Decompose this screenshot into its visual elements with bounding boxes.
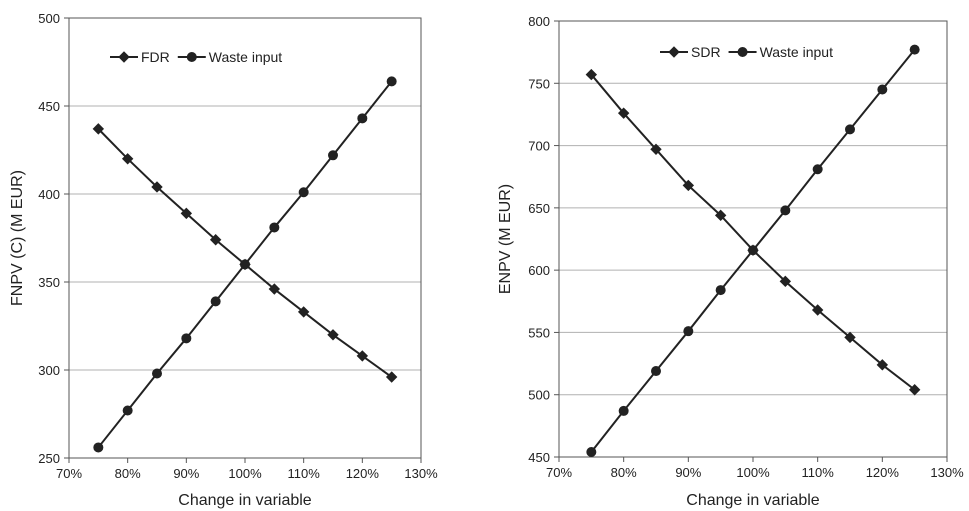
chart2-series-waste-input-point (618, 405, 629, 416)
chart2-y-tick-label: 450 (528, 450, 550, 465)
chart1-x-tick-label: 90% (173, 466, 199, 481)
chart2-y-tick-label: 650 (528, 201, 550, 216)
chart2-series-waste-input-point (877, 84, 888, 95)
chart2-legend-waste-input-label: Waste input (760, 44, 834, 60)
chart2-series-waste-input-point (845, 124, 855, 135)
chart1-series-waste-input-point (269, 222, 280, 233)
chart2-y-tick-label: 600 (528, 263, 550, 278)
chart2-series-sdr-point (650, 143, 662, 156)
chart1-series-waste-input-point (240, 259, 250, 270)
chart2-series-sdr-point (844, 331, 856, 344)
chart1-series-waste-input-point (181, 333, 192, 344)
chart2-legend-sdr-swatch-marker (668, 46, 680, 58)
chart1-series-fdr-point (356, 350, 369, 362)
chart2-legend-sdr-label: SDR (691, 44, 721, 60)
chart2-y-tick-label: 800 (528, 14, 550, 29)
chart1-y-axis-label: FNPV (C) (M EUR) (9, 170, 26, 306)
chart1-series-fdr-point (385, 371, 398, 383)
chart1-series-fdr-point (92, 123, 105, 135)
chart1-x-tick-label: 100% (228, 466, 262, 481)
chart1-y-tick-label: 300 (38, 363, 60, 378)
chart2-x-tick-label: 70% (546, 465, 572, 480)
chart1-x-tick-label: 80% (115, 466, 141, 481)
chart1-series-fdr-line (97, 128, 393, 378)
chart1-legend-fdr-swatch-marker (118, 51, 130, 63)
chart1-plot-frame (68, 17, 422, 459)
chart1-series-fdr-point (297, 306, 310, 318)
chart2-y-tick-label: 550 (528, 325, 550, 340)
chart1-series-waste-input-point (357, 113, 368, 124)
chart2-x-tick-label: 80% (611, 465, 637, 480)
chart2-series-sdr-point (811, 304, 824, 316)
chart1-series-waste-input-point (93, 442, 104, 453)
chart2-y-tick-label: 700 (528, 139, 550, 154)
chart2-series-waste-input-point (812, 164, 823, 175)
chart2-y-tick-label: 500 (528, 388, 550, 403)
chart2-series-waste-input-point (780, 205, 791, 216)
chart1-series-waste-input-point (386, 76, 397, 87)
chart2-series-sdr-point (617, 107, 630, 119)
chart2-series-sdr-line (590, 73, 916, 391)
chart1-y-tick-label: 450 (38, 99, 60, 114)
chart1-legend-fdr-label: FDR (141, 49, 170, 65)
chart2-series-sdr-point (682, 179, 695, 192)
chart1-x-axis-label: Change in variable (178, 492, 312, 509)
chart2-x-tick-label: 90% (675, 465, 701, 480)
chart1-series-waste-input-point (122, 405, 133, 416)
chart1-x-tick-label: 70% (56, 466, 82, 481)
chart2-series-waste-input-point (748, 245, 758, 256)
chart1-series-fdr-point (327, 329, 339, 341)
chart2-series-sdr-point (876, 359, 889, 371)
chart2-legend-waste-input-swatch-marker (737, 47, 748, 57)
chart2-series-waste-input-point (683, 326, 694, 337)
chart1-y-tick-label: 350 (38, 275, 60, 290)
chart2-panel: 450 500 550 600 650 700 750 800 70% 80% 90% 100% 110… (497, 14, 964, 509)
chart1-series-fdr-point (209, 234, 222, 246)
chart1-x-tick-label: 120% (346, 466, 380, 481)
chart1-y-tick-label: 400 (38, 187, 60, 202)
chart1-series-waste-input-point (210, 296, 221, 307)
chart1-series-waste-input-point (328, 150, 338, 161)
chart2-x-tick-label: 110% (802, 465, 835, 480)
chart1-legend-waste-input-label: Waste input (209, 49, 283, 65)
chart2-series-sdr-point (908, 384, 921, 396)
chart2-series-waste-input-point (586, 447, 597, 458)
chart1-series-fdr-point (151, 181, 163, 193)
chart1-series-fdr-point (180, 207, 193, 220)
chart1-series-fdr-point (121, 153, 134, 165)
chart1-series-waste-input-point (152, 368, 162, 379)
chart2-y-tick-label: 750 (528, 76, 550, 91)
chart2-x-tick-label: 120% (866, 465, 900, 480)
chart1-panel: 250 300 350 400 450 500 70% 80% 90% 100% 110% 120% 1… (9, 11, 438, 509)
chart2-y-axis-label: ENPV (M EUR) (497, 184, 514, 294)
chart2-x-axis-label: Change in variable (686, 492, 820, 509)
chart2-series-sdr-point (779, 275, 792, 288)
chart2-series-sdr-point (714, 209, 727, 222)
chart1-x-tick-label: 110% (288, 466, 321, 481)
chart1-series-waste-input-point (298, 187, 309, 198)
chart2-series-waste-input-point (715, 285, 726, 296)
chart1-series-fdr-point (268, 283, 281, 295)
chart1-x-tick-label: 130% (404, 466, 438, 481)
chart2-series-waste-input-point (909, 44, 920, 55)
chart2-x-tick-label: 100% (736, 465, 770, 480)
chart2-series-waste-input-point (651, 366, 661, 377)
chart2-plot-frame (558, 20, 948, 458)
chart1-y-tick-label: 250 (38, 451, 60, 466)
chart1-y-tick-label: 500 (38, 11, 60, 26)
chart2-series-sdr-point (585, 68, 598, 81)
chart1-legend-waste-input-swatch-marker (186, 52, 197, 62)
chart2-x-tick-label: 130% (930, 465, 964, 480)
